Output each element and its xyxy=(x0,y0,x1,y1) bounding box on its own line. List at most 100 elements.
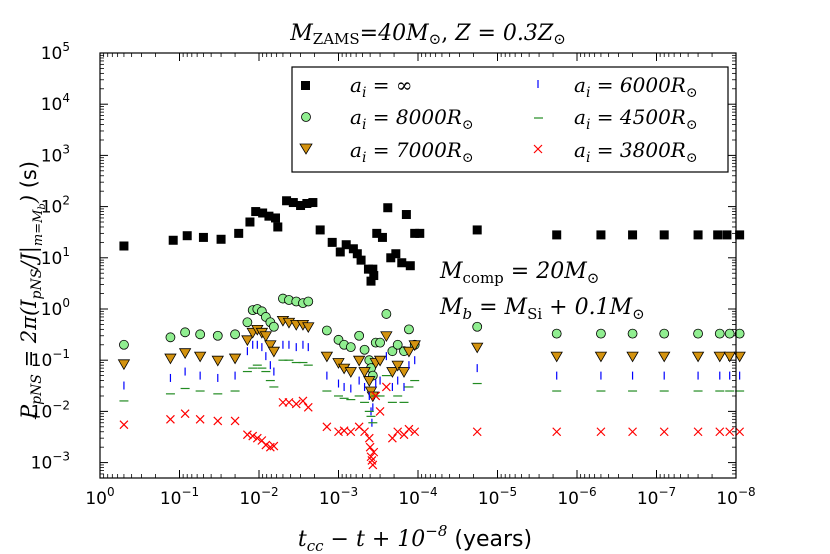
point-inf xyxy=(296,201,306,211)
point-3800 xyxy=(393,427,403,437)
series-inf xyxy=(119,196,745,286)
x-tick-label: 100 xyxy=(85,485,114,509)
point-3800 xyxy=(371,391,381,401)
point-inf xyxy=(168,235,178,245)
point-3800 xyxy=(284,397,294,407)
point-inf xyxy=(397,258,407,268)
point-inf xyxy=(282,196,292,206)
point-3800 xyxy=(715,427,725,437)
point-inf xyxy=(628,230,638,240)
point-7000 xyxy=(178,348,192,360)
point-3800 xyxy=(346,427,356,437)
y-tick-label: 10−3 xyxy=(31,450,70,474)
point-7000 xyxy=(358,367,371,378)
point-7000 xyxy=(211,355,224,367)
legend-entry-4500: ai = 4500R⊙ xyxy=(534,105,698,133)
y-axis: 10−3 10−2 10−1 100 101 102 103 104 105 xyxy=(31,40,736,479)
point-8000 xyxy=(404,324,414,335)
point-inf xyxy=(366,276,376,286)
point-inf xyxy=(348,244,358,254)
legend-entry-inf: ai = ∞ xyxy=(301,73,413,101)
point-inf xyxy=(119,241,129,251)
legend-marker-3800 xyxy=(533,144,543,154)
point-3800 xyxy=(230,416,240,426)
data-marks xyxy=(117,196,746,470)
point-inf xyxy=(258,208,268,218)
point-8000 xyxy=(734,328,745,339)
point-7000 xyxy=(402,346,416,358)
point-3800 xyxy=(365,442,375,452)
point-3800 xyxy=(261,440,271,450)
point-inf xyxy=(386,253,396,263)
x-tick-label: 10−2 xyxy=(239,485,278,509)
point-inf xyxy=(383,203,393,213)
point-8000 xyxy=(714,328,725,339)
point-inf xyxy=(356,255,366,265)
point-8000 xyxy=(165,332,176,343)
point-7000 xyxy=(117,359,131,371)
point-inf xyxy=(327,237,337,247)
point-inf xyxy=(415,228,425,238)
point-8000 xyxy=(345,342,356,353)
annotation-mb: Mb = MSi + 0.1M⊙ xyxy=(439,295,645,323)
legend-frame xyxy=(291,66,729,173)
legend-label-4500: ai = 4500R⊙ xyxy=(574,105,698,133)
point-inf xyxy=(713,230,723,240)
point-inf xyxy=(405,261,415,271)
point-8000 xyxy=(268,321,279,332)
x-tick-label: 10−4 xyxy=(398,485,437,509)
point-7000 xyxy=(658,351,671,363)
point-3800 xyxy=(410,427,420,437)
point-inf xyxy=(368,264,378,274)
series-6000 xyxy=(123,340,741,427)
point-7000 xyxy=(386,367,399,378)
point-inf xyxy=(352,249,362,259)
x-axis: 100 10−1 10−2 10−3 10−4 10−5 10−6 10−7 10−8 xyxy=(85,53,756,509)
y-axis-label: PpNS = 2π(IpNS/J|m=Mb) (s) xyxy=(17,161,48,420)
x-tick-label: 10−7 xyxy=(637,485,676,509)
legend-label-8000: ai = 8000R⊙ xyxy=(350,105,474,133)
point-inf xyxy=(308,198,318,208)
point-inf xyxy=(315,225,325,235)
x-tick-label: 10−5 xyxy=(478,485,517,509)
legend-marker-7000 xyxy=(299,143,313,155)
point-inf xyxy=(198,232,208,242)
point-3800 xyxy=(269,441,279,451)
x-tick-label: 10−1 xyxy=(160,485,199,509)
point-inf xyxy=(377,232,387,242)
point-inf xyxy=(596,230,606,240)
point-inf xyxy=(288,198,298,208)
point-3800 xyxy=(693,427,703,437)
point-3800 xyxy=(387,433,397,443)
point-8000 xyxy=(627,328,638,339)
point-7000 xyxy=(723,351,736,363)
legend-marker-inf xyxy=(301,81,310,90)
point-7000 xyxy=(471,342,484,354)
point-8000 xyxy=(195,329,206,340)
point-3800 xyxy=(735,427,745,437)
point-inf xyxy=(369,271,379,281)
legend-marker-8000 xyxy=(301,112,311,122)
x-tick-label: 10−6 xyxy=(557,485,596,509)
point-inf xyxy=(341,240,351,250)
point-3800 xyxy=(248,431,258,441)
point-8000 xyxy=(472,321,483,332)
legend-entry-8000: ai = 8000R⊙ xyxy=(301,105,474,133)
point-7000 xyxy=(332,358,345,369)
point-3800 xyxy=(375,406,385,416)
x-tick-label: 10−3 xyxy=(319,485,358,509)
annotation-mcomp: Mcomp = 20M⊙ xyxy=(439,259,599,287)
point-8000 xyxy=(724,328,735,339)
point-3800 xyxy=(368,460,378,470)
y-tick-label: 101 xyxy=(41,245,70,269)
point-inf xyxy=(335,247,345,257)
series-8000 xyxy=(119,293,745,381)
point-3800 xyxy=(166,414,175,424)
point-inf xyxy=(472,225,482,235)
point-7000 xyxy=(267,346,281,358)
point-7000 xyxy=(408,340,421,352)
point-8000 xyxy=(242,317,253,328)
point-3800 xyxy=(119,420,129,430)
point-7000 xyxy=(363,376,376,387)
